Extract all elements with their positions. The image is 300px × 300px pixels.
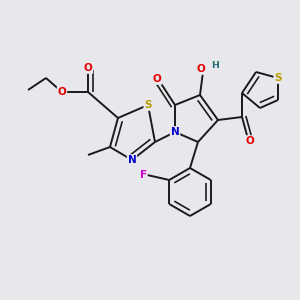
Text: O: O — [246, 136, 254, 146]
Text: O: O — [196, 64, 206, 74]
Text: H: H — [211, 61, 219, 70]
Text: O: O — [153, 74, 161, 84]
Text: S: S — [274, 73, 282, 83]
Text: F: F — [140, 170, 147, 180]
Text: N: N — [171, 127, 179, 137]
Text: N: N — [128, 155, 136, 165]
Text: O: O — [58, 87, 66, 97]
Text: O: O — [84, 63, 92, 73]
Text: S: S — [144, 100, 152, 110]
